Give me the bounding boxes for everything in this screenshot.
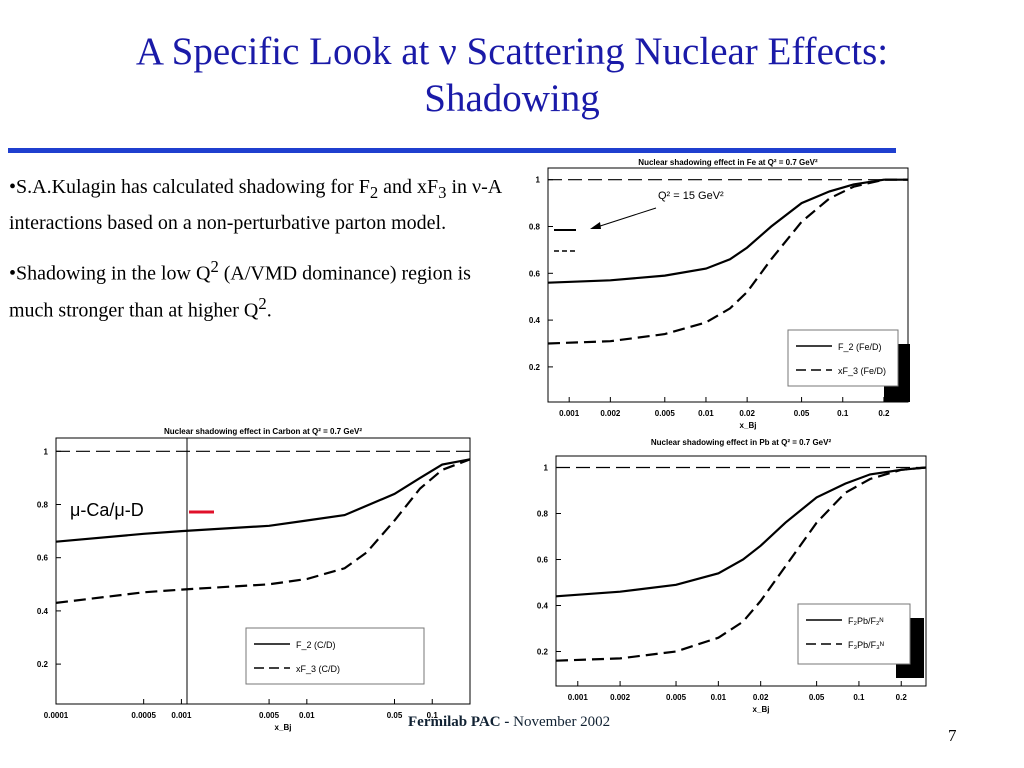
series-line bbox=[547, 178, 908, 345]
x-tick-label: 0.05 bbox=[809, 693, 825, 702]
x-tick-label: 0.1 bbox=[837, 409, 849, 418]
muon-label-bg bbox=[68, 498, 182, 522]
page-number: 7 bbox=[948, 726, 957, 745]
x-tick-label: 0.0005 bbox=[131, 711, 156, 720]
y-tick-label: 0.8 bbox=[529, 223, 541, 232]
chart-pb: Nuclear shadowing effect in Pb at Q² = 0… bbox=[537, 438, 927, 714]
legend-label: xF_3 (Fe/D) bbox=[838, 366, 886, 376]
y-tick-label: 0.8 bbox=[537, 510, 549, 519]
footer: Fermilab PAC - November 2002 bbox=[408, 714, 610, 731]
y-tick-label: 0.4 bbox=[529, 316, 541, 325]
x-tick-label: 0.05 bbox=[387, 711, 403, 720]
x-tick-label: 0.001 bbox=[171, 711, 192, 720]
series-line bbox=[547, 178, 908, 284]
slide-title-line1: A Specific Look at ν Scattering Nuclear … bbox=[135, 30, 889, 73]
x-tick-label: 0.02 bbox=[739, 409, 755, 418]
bullet-list: •S.A.Kulagin has calculated shadowing fo… bbox=[9, 172, 519, 339]
x-tick-label: 0.0001 bbox=[44, 711, 69, 720]
y-tick-label: 0.6 bbox=[529, 269, 541, 278]
chart-fe: Nuclear shadowing effect in Fe at Q² = 0… bbox=[529, 158, 910, 430]
legend-label: F₃Pb/F₃ᴺ bbox=[848, 640, 884, 650]
y-tick-label: 0.2 bbox=[37, 660, 49, 669]
annotation-arrowhead bbox=[590, 222, 601, 229]
slide-title: A Specific Look at ν Scattering Nuclear … bbox=[0, 28, 1024, 122]
x-axis-label: x_Bj bbox=[753, 705, 770, 714]
y-tick-label: 0.4 bbox=[537, 602, 549, 611]
x-axis-label: x_Bj bbox=[740, 421, 757, 430]
x-tick-label: 0.01 bbox=[299, 711, 315, 720]
series-line bbox=[555, 466, 927, 662]
legend-label: xF_3 (C/D) bbox=[296, 664, 340, 674]
title-divider bbox=[8, 148, 896, 153]
muon-ratio-label: μ-Ca/μ-D bbox=[70, 500, 144, 520]
y-tick-label: 0.2 bbox=[537, 648, 549, 657]
y-tick-label: 1 bbox=[44, 447, 49, 456]
x-tick-label: 0.002 bbox=[600, 409, 621, 418]
y-tick-label: 0.8 bbox=[37, 501, 49, 510]
x-tick-label: 0.005 bbox=[666, 693, 687, 702]
legend-box bbox=[797, 603, 911, 665]
x-tick-label: 0.001 bbox=[559, 409, 580, 418]
series-line bbox=[555, 466, 927, 598]
legend-label: F₂Pb/F₂ᴺ bbox=[848, 616, 883, 626]
y-tick-label: 1 bbox=[544, 464, 549, 473]
plot-frame bbox=[555, 455, 927, 687]
legend-label: F_2 (Fe/D) bbox=[838, 342, 882, 352]
x-tick-label: 0.002 bbox=[610, 693, 631, 702]
annotation-arrow bbox=[593, 207, 657, 229]
plot-frame bbox=[55, 437, 471, 705]
y-tick-label: 0.6 bbox=[37, 554, 49, 563]
q2-annotation: Q² = 15 GeV² bbox=[658, 190, 724, 202]
x-tick-label: 0.2 bbox=[896, 693, 908, 702]
x-tick-label: 0.005 bbox=[259, 711, 280, 720]
x-tick-label: 0.005 bbox=[655, 409, 676, 418]
x-tick-label: 0.001 bbox=[568, 693, 589, 702]
y-tick-label: 0.6 bbox=[537, 556, 549, 565]
bullet-low-q2: •Shadowing in the low Q2 (A/VMD dominanc… bbox=[9, 257, 471, 322]
footer-date: November 2002 bbox=[513, 714, 611, 730]
x-tick-label: 0.2 bbox=[878, 409, 890, 418]
chart-title: Nuclear shadowing effect in Fe at Q² = 0… bbox=[638, 158, 818, 167]
x-axis-label: x_Bj bbox=[275, 723, 292, 732]
x-tick-label: 0.1 bbox=[853, 693, 865, 702]
slide-title-line2: Shadowing bbox=[424, 77, 600, 120]
chart-title: Nuclear shadowing effect in Pb at Q² = 0… bbox=[651, 438, 832, 447]
x-tick-label: 0.02 bbox=[753, 693, 769, 702]
footer-org: Fermilab PAC - bbox=[408, 714, 514, 730]
chart-title: Nuclear shadowing effect in Carbon at Q²… bbox=[164, 427, 362, 436]
chart-carbon: Nuclear shadowing effect in Carbon at Q²… bbox=[37, 427, 471, 732]
x-tick-label: 0.05 bbox=[794, 409, 810, 418]
y-tick-label: 0.4 bbox=[37, 607, 49, 616]
x-tick-label: 0.1 bbox=[427, 711, 439, 720]
x-tick-label: 0.01 bbox=[711, 693, 727, 702]
y-tick-label: 1 bbox=[536, 176, 541, 185]
y-tick-label: 0.2 bbox=[529, 363, 541, 372]
legend-box bbox=[245, 627, 425, 685]
legend-box bbox=[787, 329, 899, 387]
bullet-kulagin: •S.A.Kulagin has calculated shadowing fo… bbox=[9, 176, 502, 234]
series-line bbox=[55, 458, 471, 543]
legend-label: F_2 (C/D) bbox=[296, 640, 336, 650]
series-line bbox=[55, 458, 471, 604]
plot-frame bbox=[547, 167, 909, 403]
x-tick-label: 0.01 bbox=[698, 409, 714, 418]
